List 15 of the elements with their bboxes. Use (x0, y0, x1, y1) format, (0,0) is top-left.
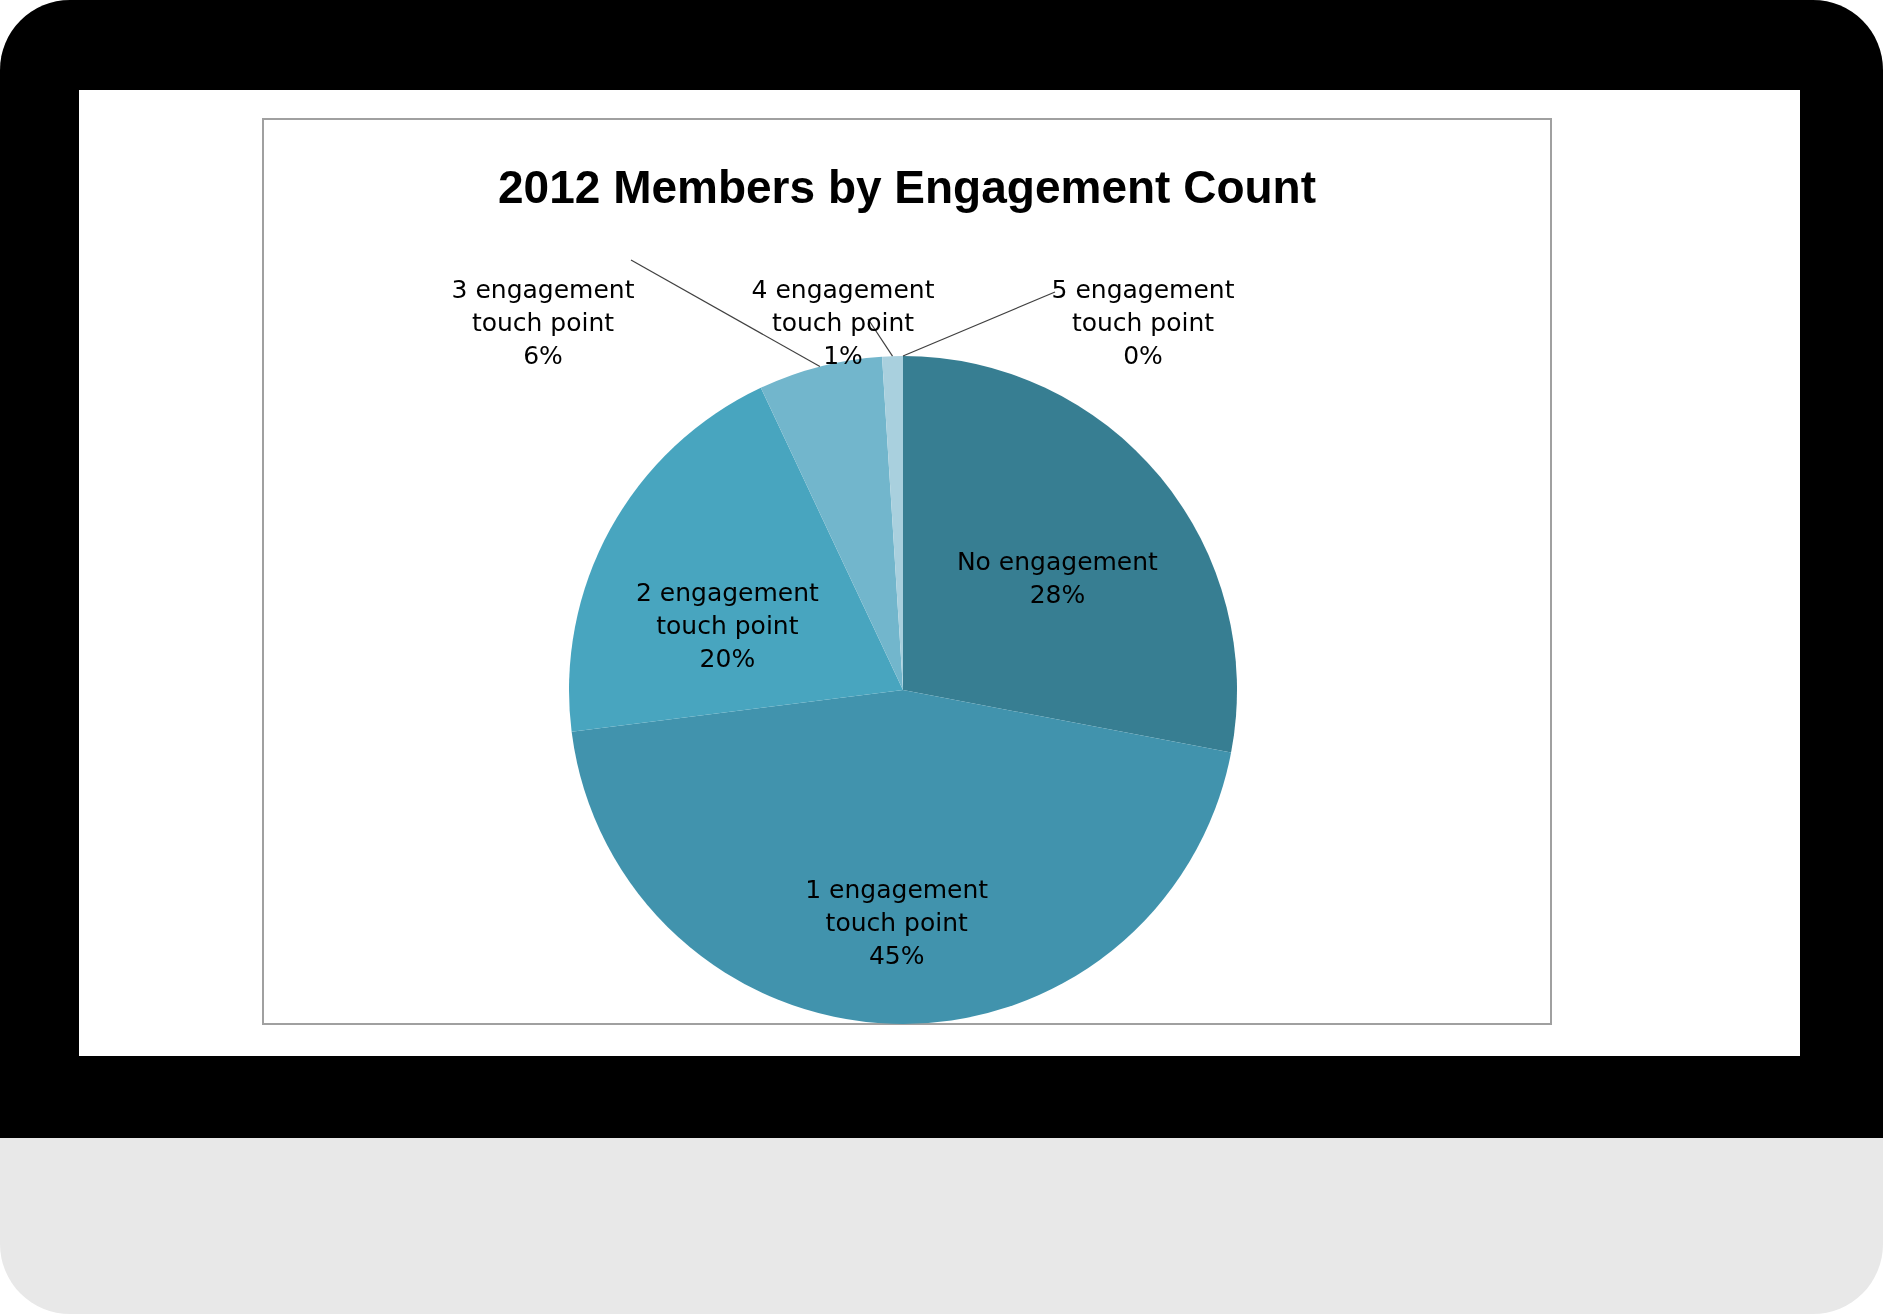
pie-slice (571, 690, 1232, 1024)
data-label: 20% (699, 644, 756, 674)
category-label: 5 engagement touch point (1051, 275, 1235, 337)
slice-label: 2 engagement touch point (635, 578, 820, 641)
data-label: 45% (868, 941, 925, 971)
data-label: 1% (823, 341, 863, 370)
slice-label: 3 engagement touch point (451, 275, 635, 337)
text: 0% (1123, 341, 1163, 370)
data-label: 28% (1029, 580, 1086, 610)
slice-label: No engagement (956, 547, 1159, 577)
chart-title: 2012 Members by Engagement Count (498, 161, 1316, 213)
slice-label: 1 engagement touch point (805, 875, 989, 938)
pie-slice (569, 387, 903, 732)
slice-label: 4 engagement touch point (751, 275, 935, 337)
data-label: 6% (523, 341, 563, 370)
